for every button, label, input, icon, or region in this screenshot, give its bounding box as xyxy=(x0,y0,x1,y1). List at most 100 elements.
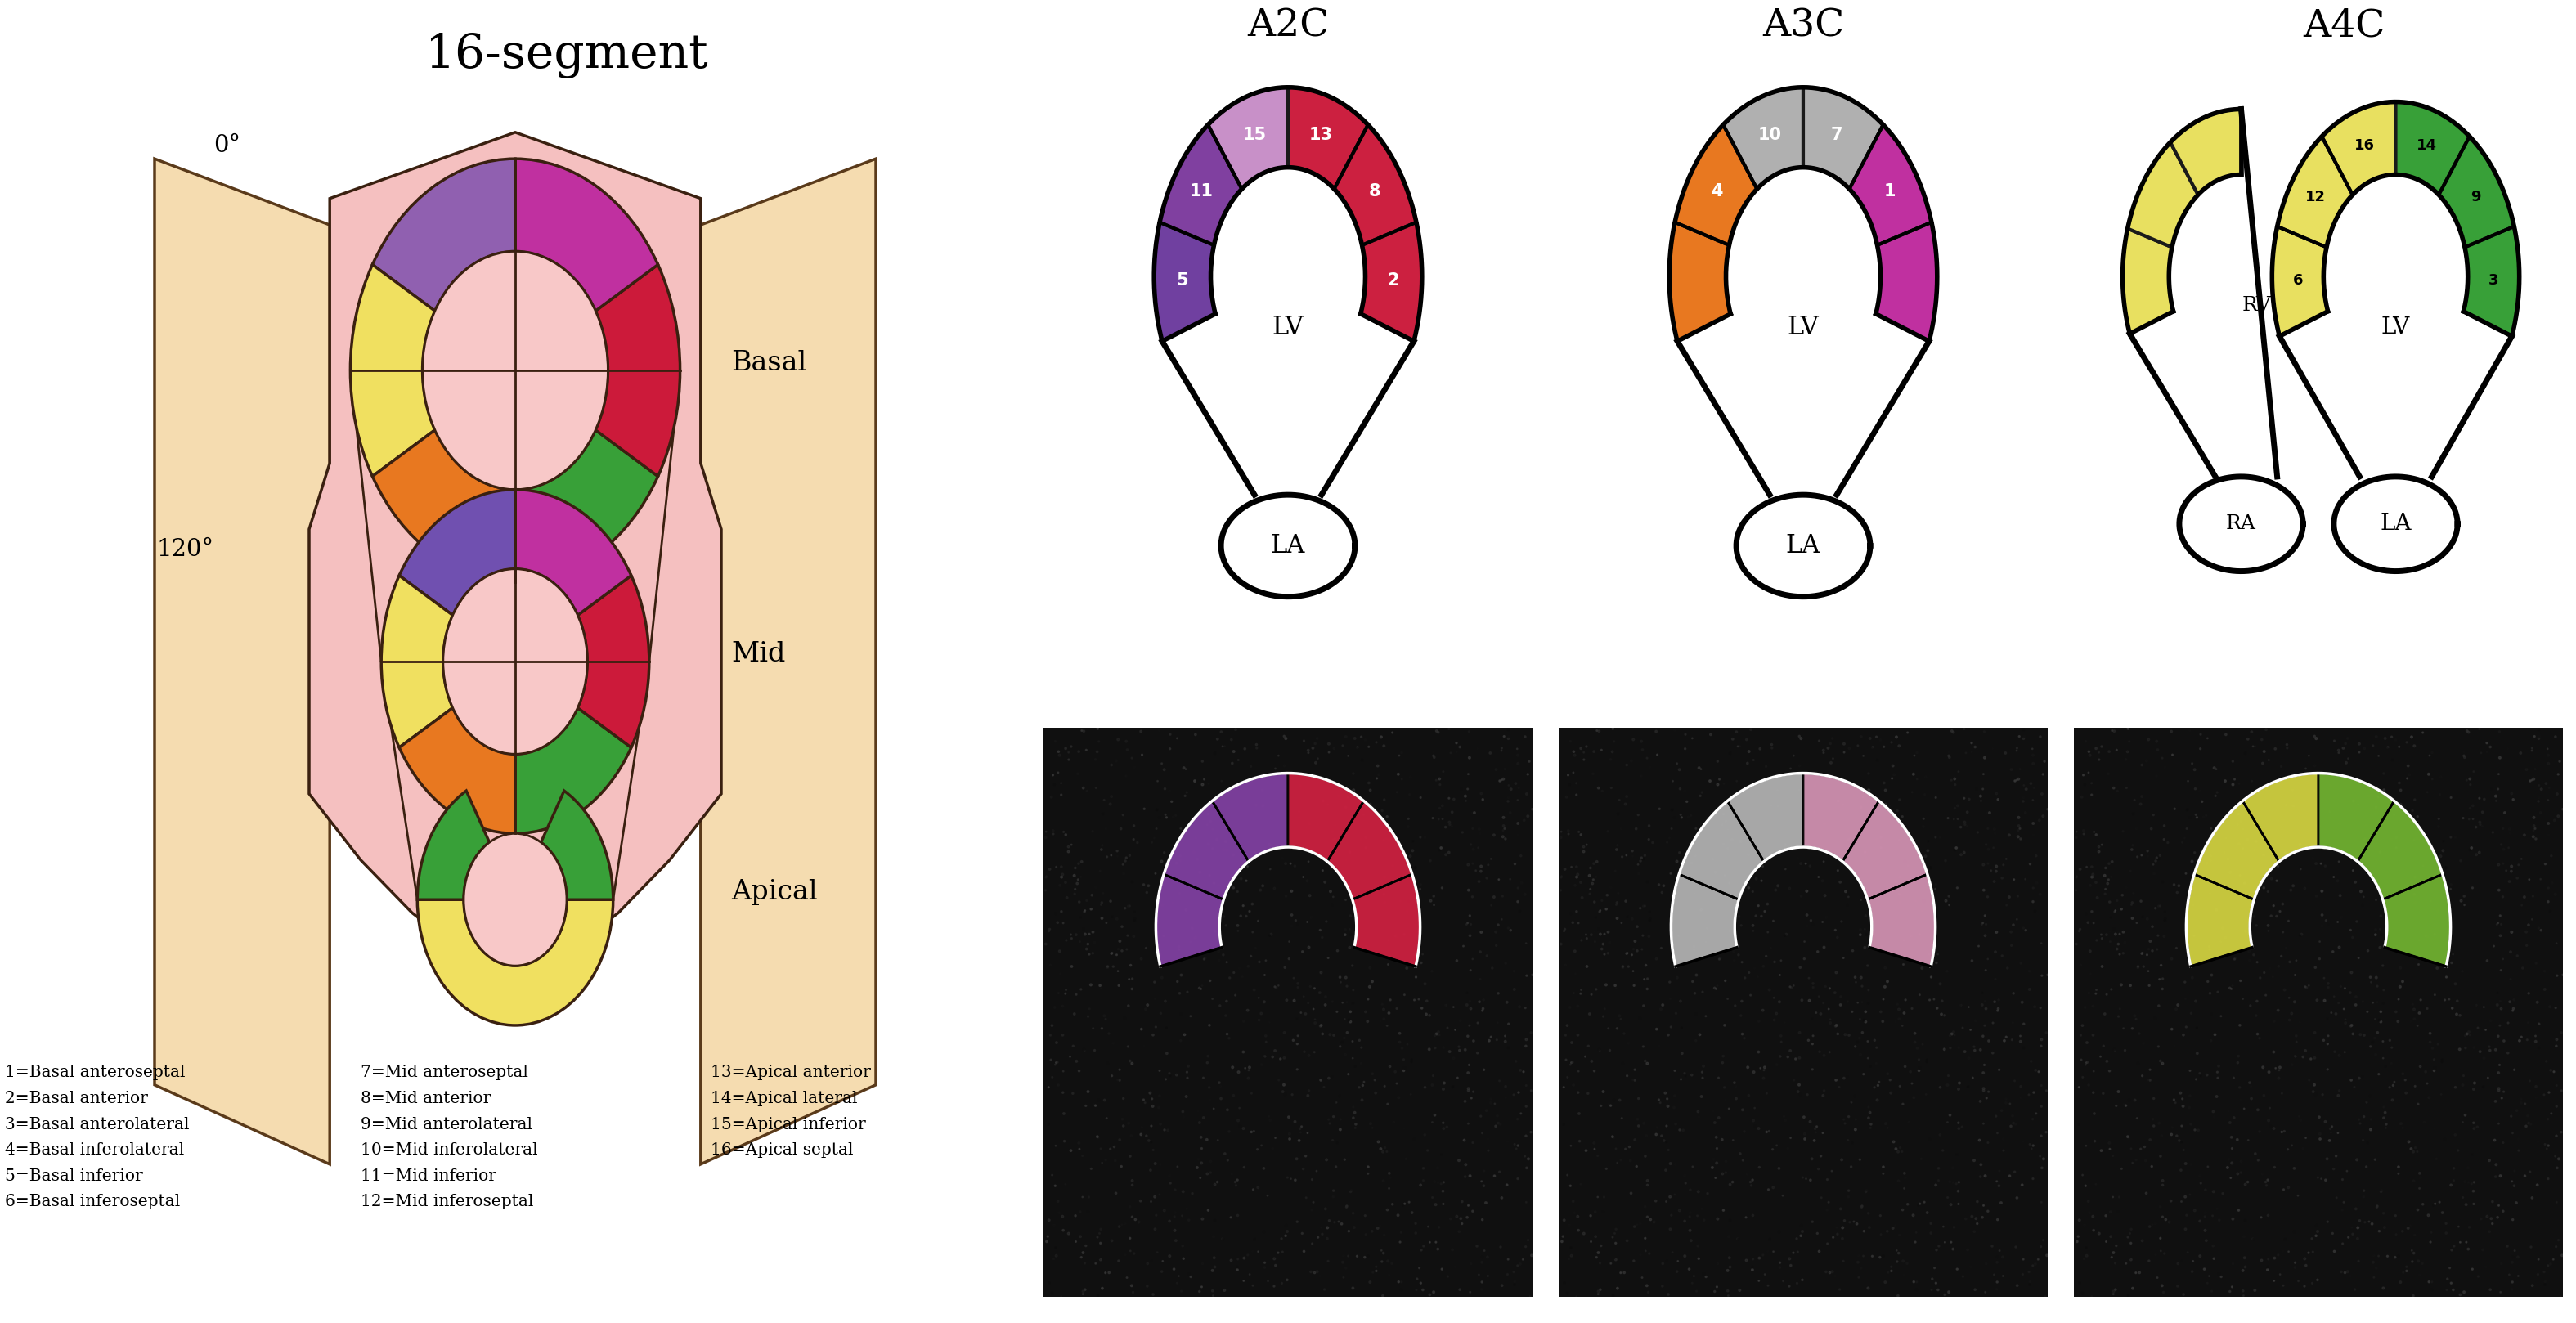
Point xyxy=(1399,1175,1440,1196)
Point xyxy=(1324,1245,1365,1266)
Point xyxy=(1728,741,1770,762)
Point xyxy=(2092,720,2133,741)
Point xyxy=(1301,1016,1342,1037)
Point xyxy=(1870,942,1911,963)
Point xyxy=(1589,1041,1631,1062)
Point xyxy=(2460,1208,2501,1229)
Point xyxy=(1327,1021,1368,1043)
Point xyxy=(1754,951,1795,972)
Point xyxy=(1649,1139,1690,1160)
Point xyxy=(2360,918,2401,939)
Point xyxy=(1334,857,1376,878)
Point xyxy=(1579,778,1620,799)
Point xyxy=(1229,1060,1270,1081)
Point xyxy=(1316,1132,1358,1154)
Point xyxy=(2481,1282,2522,1303)
Point xyxy=(2354,1267,2396,1289)
Point xyxy=(1059,906,1100,927)
Point xyxy=(1592,1126,1633,1147)
Point xyxy=(1486,992,1528,1013)
Point xyxy=(1873,1131,1914,1152)
Point xyxy=(1499,996,1540,1017)
Point xyxy=(2514,1031,2555,1052)
Point xyxy=(2398,1250,2439,1271)
Point xyxy=(1571,923,1613,945)
Point xyxy=(1551,1237,1592,1258)
Point xyxy=(1061,1242,1103,1263)
Point xyxy=(1087,728,1128,749)
Text: 15: 15 xyxy=(1242,127,1267,143)
Point xyxy=(1257,902,1298,923)
Point xyxy=(2061,1015,2102,1036)
Point xyxy=(1690,724,1731,745)
Point xyxy=(1636,721,1677,742)
Point xyxy=(1084,1008,1126,1029)
Point xyxy=(2491,1246,2532,1267)
Point xyxy=(1231,1275,1273,1297)
Point xyxy=(1953,1036,1994,1057)
Point xyxy=(1803,740,1844,761)
Point xyxy=(1273,1029,1314,1050)
Point xyxy=(1978,1060,2020,1081)
Point xyxy=(1692,966,1734,987)
Point xyxy=(1860,937,1901,958)
Point xyxy=(2391,726,2432,747)
Point xyxy=(1494,1261,1535,1282)
Point xyxy=(2354,919,2396,941)
Point xyxy=(1340,1077,1381,1098)
Point xyxy=(1824,1250,1865,1271)
Point xyxy=(1229,901,1270,922)
Point xyxy=(1162,1101,1203,1122)
Point xyxy=(2483,839,2524,860)
Point xyxy=(2063,774,2105,795)
Point xyxy=(1651,818,1692,839)
Point xyxy=(1911,1269,1953,1290)
Point xyxy=(1932,1158,1973,1179)
Point xyxy=(2380,976,2421,998)
Point xyxy=(1154,1258,1195,1279)
Point xyxy=(1404,974,1445,995)
Point xyxy=(1899,1049,1940,1070)
Point xyxy=(2269,1009,2311,1031)
Point xyxy=(1628,1170,1669,1191)
Point xyxy=(2115,790,2156,811)
Point xyxy=(1692,1101,1734,1122)
Point xyxy=(1744,1057,1785,1078)
Point xyxy=(1963,763,2004,785)
Point xyxy=(2151,745,2192,766)
Point xyxy=(1613,729,1654,750)
Point xyxy=(2076,824,2117,845)
Point xyxy=(1146,1043,1188,1064)
Point xyxy=(2450,1217,2491,1238)
Point xyxy=(1345,1246,1386,1267)
Point xyxy=(2262,1241,2303,1262)
Point xyxy=(1115,1217,1157,1238)
Point xyxy=(2166,1118,2208,1139)
Point xyxy=(1600,1150,1641,1171)
Point xyxy=(2331,860,2372,881)
Point xyxy=(2195,758,2236,779)
Point xyxy=(2233,945,2275,966)
Point xyxy=(1710,921,1752,942)
Point xyxy=(1865,794,1906,815)
Point xyxy=(1164,900,1206,921)
Point xyxy=(1195,1174,1236,1195)
Point xyxy=(1332,880,1373,901)
Point xyxy=(1092,906,1133,927)
Point xyxy=(1989,824,2030,845)
Point xyxy=(2483,853,2524,875)
Point xyxy=(1430,1041,1471,1062)
Point xyxy=(1837,1032,1878,1053)
Point xyxy=(1582,938,1623,959)
Point xyxy=(1873,1217,1914,1238)
Point xyxy=(2285,758,2326,779)
Point xyxy=(1899,1193,1940,1215)
Point xyxy=(1801,1146,1842,1167)
Point xyxy=(2228,729,2269,750)
Point xyxy=(2295,728,2336,749)
Point xyxy=(2275,1252,2316,1273)
Point xyxy=(2233,1279,2275,1301)
Point xyxy=(1618,1215,1659,1236)
Point xyxy=(1262,1074,1303,1095)
Point xyxy=(1365,1076,1406,1097)
